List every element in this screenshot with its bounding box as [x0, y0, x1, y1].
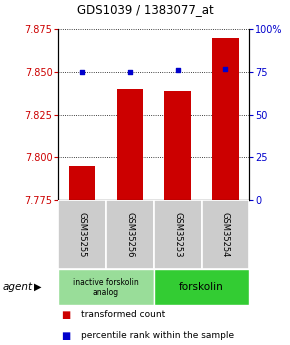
Text: ▶: ▶ — [34, 282, 41, 292]
Point — [175, 68, 180, 73]
Bar — [212, 38, 239, 200]
Text: GDS1039 / 1383077_at: GDS1039 / 1383077_at — [77, 3, 213, 17]
Text: GSM35256: GSM35256 — [125, 212, 134, 257]
Text: transformed count: transformed count — [81, 310, 166, 319]
Bar — [117, 89, 143, 200]
Bar — [202, 200, 249, 269]
Text: percentile rank within the sample: percentile rank within the sample — [81, 331, 234, 340]
Text: ■: ■ — [61, 310, 70, 320]
Bar — [106, 200, 154, 269]
Bar — [58, 269, 154, 305]
Bar — [154, 269, 249, 305]
Point — [127, 69, 132, 75]
Point — [223, 66, 228, 71]
Bar — [154, 200, 202, 269]
Text: GSM35255: GSM35255 — [77, 212, 86, 257]
Bar — [58, 200, 106, 269]
Text: GSM35253: GSM35253 — [173, 212, 182, 257]
Point — [79, 69, 84, 75]
Bar — [164, 91, 191, 200]
Text: GSM35254: GSM35254 — [221, 212, 230, 257]
Text: forskolin: forskolin — [179, 282, 224, 292]
Text: ■: ■ — [61, 331, 70, 341]
Text: agent: agent — [3, 282, 33, 292]
Text: inactive forskolin
analog: inactive forskolin analog — [73, 277, 139, 297]
Bar — [69, 166, 95, 200]
